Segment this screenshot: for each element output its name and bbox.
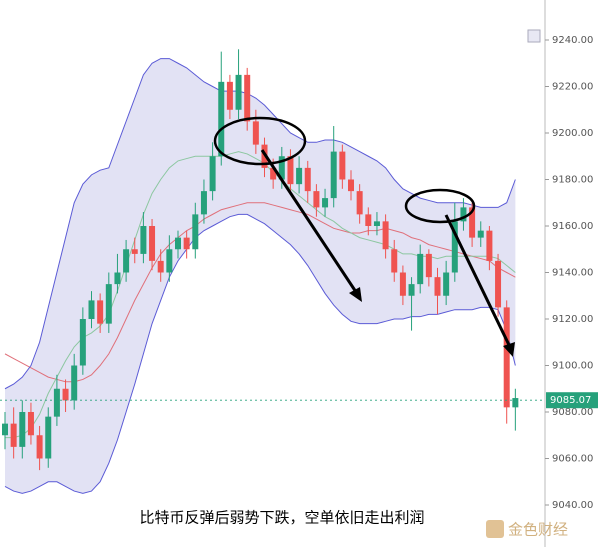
- candle-body: [512, 398, 519, 408]
- candle-body: [278, 156, 285, 180]
- candle-body: [503, 307, 510, 408]
- y-tick-label: 9120.00: [552, 314, 593, 325]
- watermark-logo: [486, 520, 504, 538]
- candle-body: [105, 284, 112, 324]
- candle-body: [495, 260, 502, 308]
- trend-arrow: [444, 214, 511, 346]
- candle-body: [226, 81, 233, 110]
- candle-body: [451, 221, 458, 273]
- candle-body: [166, 249, 173, 273]
- y-tick-label: 9060.00: [552, 454, 593, 465]
- candle-body: [382, 221, 389, 250]
- y-tick-label: 9160.00: [552, 221, 593, 232]
- candle-body: [477, 230, 484, 238]
- y-tick-label: 9080.00: [552, 407, 593, 418]
- candle-body: [27, 412, 34, 436]
- y-tick-label: 9140.00: [552, 268, 593, 279]
- y-tick-label: 9100.00: [552, 361, 593, 372]
- candle-body: [192, 214, 199, 250]
- candle-body: [131, 249, 138, 254]
- y-tick-label: 9240.00: [552, 35, 593, 46]
- candle-body: [296, 167, 303, 185]
- plot-area: [2, 49, 519, 494]
- candle-body: [235, 74, 242, 110]
- candle-body: [434, 277, 441, 296]
- candle-body: [443, 272, 450, 296]
- highlight-ellipse: [213, 116, 307, 166]
- candle-body: [183, 237, 190, 250]
- candle-body: [391, 249, 398, 273]
- annotation-caption: 比特币反弹后弱势下跌，空单依旧走出利润: [139, 509, 424, 527]
- arrow-head: [503, 342, 515, 357]
- candle-body: [339, 151, 346, 180]
- candle-body: [313, 191, 320, 208]
- watermark: 金色财经: [508, 521, 568, 539]
- candle-body: [123, 249, 130, 273]
- candle-body: [2, 423, 8, 436]
- y-tick-label: 9180.00: [552, 175, 593, 186]
- candle-body: [469, 207, 476, 238]
- candle-body: [149, 226, 156, 261]
- settings-icon[interactable]: [527, 29, 541, 43]
- candle-body: [175, 237, 181, 250]
- candle-body: [270, 167, 277, 180]
- candle-body: [486, 230, 493, 261]
- y-tick-label: 9200.00: [552, 128, 593, 139]
- candle-body: [399, 272, 406, 296]
- candle-body: [287, 156, 294, 185]
- candle-body: [365, 214, 372, 226]
- candle-body: [348, 179, 354, 192]
- candle-body: [356, 191, 363, 215]
- y-tick-label: 9220.00: [552, 82, 593, 93]
- candle-body: [200, 191, 207, 215]
- candle-body: [408, 284, 415, 296]
- candle-body: [62, 388, 69, 401]
- candle-body: [71, 365, 78, 401]
- upper-band: [4, 58, 516, 390]
- candle-body: [19, 412, 26, 447]
- candle-body: [97, 300, 104, 324]
- candle-body: [417, 253, 424, 285]
- candle-body: [140, 226, 147, 254]
- candle-body: [322, 198, 329, 208]
- candle-body: [460, 207, 467, 222]
- candle-body: [218, 81, 225, 157]
- candle-body: [425, 253, 432, 278]
- candle-body: [373, 221, 380, 226]
- candle-body: [79, 319, 86, 366]
- bollinger-fill: [5, 58, 516, 494]
- candle-body: [209, 156, 216, 192]
- trend-arrow: [260, 149, 358, 293]
- y-tick-label: 9040.00: [552, 500, 593, 511]
- candle-body: [304, 167, 311, 192]
- candle-body: [45, 416, 52, 459]
- candle-body: [36, 435, 43, 459]
- candle-body: [53, 388, 60, 417]
- annotations: [213, 116, 515, 357]
- candle-body: [252, 121, 259, 145]
- candle-body: [244, 74, 251, 122]
- arrow-head: [349, 287, 362, 302]
- highlight-ellipse: [404, 188, 476, 224]
- candle-body: [114, 272, 121, 285]
- lower-band: [4, 213, 516, 494]
- candle-body: [10, 423, 17, 447]
- candle-body: [88, 300, 95, 319]
- candle-body: [330, 151, 337, 199]
- ma-slow: [4, 202, 516, 383]
- last-price-tag: [546, 392, 598, 409]
- candle-body: [157, 260, 164, 273]
- last-price-label: 9085.07: [550, 395, 591, 406]
